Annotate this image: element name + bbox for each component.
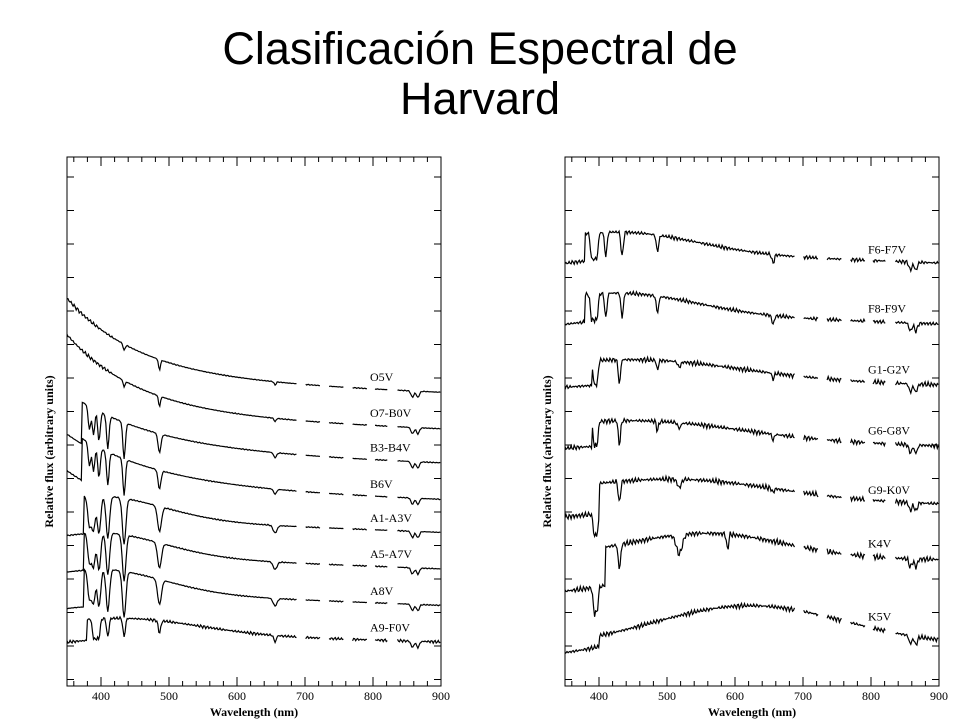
y-axis-title: Relative flux (arbitrary units) <box>540 375 554 527</box>
series-label: A1-A3V <box>370 511 412 525</box>
x-tick-label: 600 <box>228 689 246 703</box>
plot-frame <box>66 156 442 687</box>
spectrum-line-f6-f7v <box>564 229 939 274</box>
series-label: G6-G8V <box>868 423 910 437</box>
x-tick-label: 500 <box>658 689 676 703</box>
spectrum-line-b3-b4v <box>66 401 441 469</box>
spectrum-line-g9-k0v <box>564 474 939 539</box>
title-line-1: Clasificación Espectral de <box>222 23 738 74</box>
spectrum-line-f8-f9v <box>564 289 939 334</box>
x-tick-label: 600 <box>726 689 744 703</box>
series-label: G9-K0V <box>868 483 910 497</box>
series-label: O7-B0V <box>370 406 412 420</box>
spectrum-line-g6-g8v <box>564 416 939 456</box>
x-tick-label: 800 <box>862 689 880 703</box>
series-label: G1-G2V <box>868 362 910 376</box>
x-tick-label: 400 <box>590 689 608 703</box>
spectrum-line-a5-a7v <box>66 532 441 582</box>
y-axis-title: Relative flux (arbitrary units) <box>42 375 56 527</box>
spectrum-line-a1-a3v <box>66 495 441 545</box>
title-line-2: Harvard <box>399 73 561 124</box>
spectrum-line-b6v <box>66 437 441 506</box>
series-label: K4V <box>868 537 892 551</box>
x-axis-title: Wavelength (nm) <box>210 705 298 719</box>
page-title: Clasificación Espectral de Harvard <box>0 24 960 124</box>
x-tick-label: 400 <box>92 689 110 703</box>
spectrum-line-k4v <box>564 530 939 617</box>
x-tick-label: 900 <box>432 689 450 703</box>
spectrum-line-k5v <box>564 601 939 654</box>
spectra-chart-late-types: 400 500 600 700 800 900 Wavelength (nm) Relativ… <box>540 156 948 719</box>
series-label: F8-F9V <box>868 301 906 315</box>
spectra-chart-early-types: 400 500 600 700 800 900 Wavelength (nm) Relativ… <box>42 156 450 719</box>
series-label: F6-F7V <box>868 243 906 257</box>
x-tick-label: 700 <box>794 689 812 703</box>
x-tick-label: 700 <box>296 689 314 703</box>
series-label: A5-A7V <box>370 547 412 561</box>
series-label: B6V <box>370 477 393 491</box>
series-label: B3-B4V <box>370 440 411 454</box>
x-tick-label: 500 <box>160 689 178 703</box>
series-label: A9-F0V <box>370 621 410 635</box>
x-axis-title: Wavelength (nm) <box>708 705 796 719</box>
series-label: K5V <box>868 609 892 623</box>
series-label: A8V <box>370 584 394 598</box>
spectrum-line-g1-g2v <box>564 355 939 396</box>
spectrum-line-o5v <box>66 297 441 399</box>
x-tick-label: 900 <box>930 689 948 703</box>
plot-frame <box>564 156 940 687</box>
spectrum-line-o7-b0v <box>66 334 441 436</box>
spectrum-line-a8v <box>66 567 441 618</box>
x-tick-label: 800 <box>364 689 382 703</box>
spectrum-line-a9-f0v <box>66 615 441 650</box>
series-label: O5V <box>370 370 394 384</box>
